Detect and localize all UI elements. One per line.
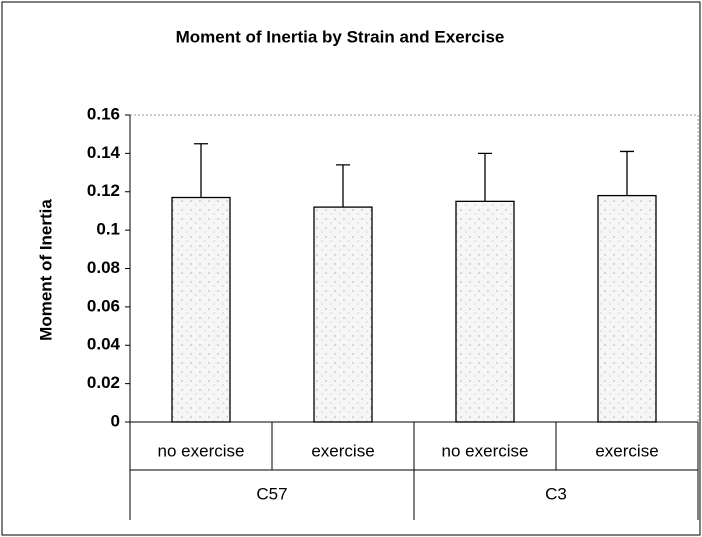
bar bbox=[597, 194, 657, 423]
y-tick-label: 0.02 bbox=[87, 373, 120, 392]
error-bar bbox=[620, 150, 634, 196]
group-label: C57 bbox=[256, 484, 287, 503]
chart-title: Moment of Inertia by Strain and Exercise bbox=[176, 27, 505, 46]
error-bar bbox=[336, 164, 350, 208]
y-tick-label: 0.12 bbox=[87, 181, 120, 200]
y-tick-label: 0.08 bbox=[87, 258, 120, 277]
error-bar bbox=[478, 152, 492, 202]
y-axis-label: Moment of Inertia bbox=[36, 199, 55, 341]
y-tick-label: 0.06 bbox=[87, 296, 120, 315]
bar bbox=[171, 196, 231, 423]
y-tick-label: 0 bbox=[111, 411, 120, 430]
bar bbox=[313, 206, 373, 423]
y-tick-label: 0.04 bbox=[87, 335, 121, 354]
x-tick-label: exercise bbox=[311, 441, 374, 460]
y-tick-label: 0.1 bbox=[96, 220, 120, 239]
error-bar bbox=[194, 143, 208, 198]
y-tick-label: 0.14 bbox=[87, 143, 121, 162]
x-tick-label: no exercise bbox=[158, 441, 245, 460]
y-tick-label: 0.16 bbox=[87, 104, 120, 123]
x-tick-label: exercise bbox=[595, 441, 658, 460]
group-label: C3 bbox=[545, 484, 567, 503]
bar bbox=[455, 200, 515, 423]
x-tick-label: no exercise bbox=[442, 441, 529, 460]
